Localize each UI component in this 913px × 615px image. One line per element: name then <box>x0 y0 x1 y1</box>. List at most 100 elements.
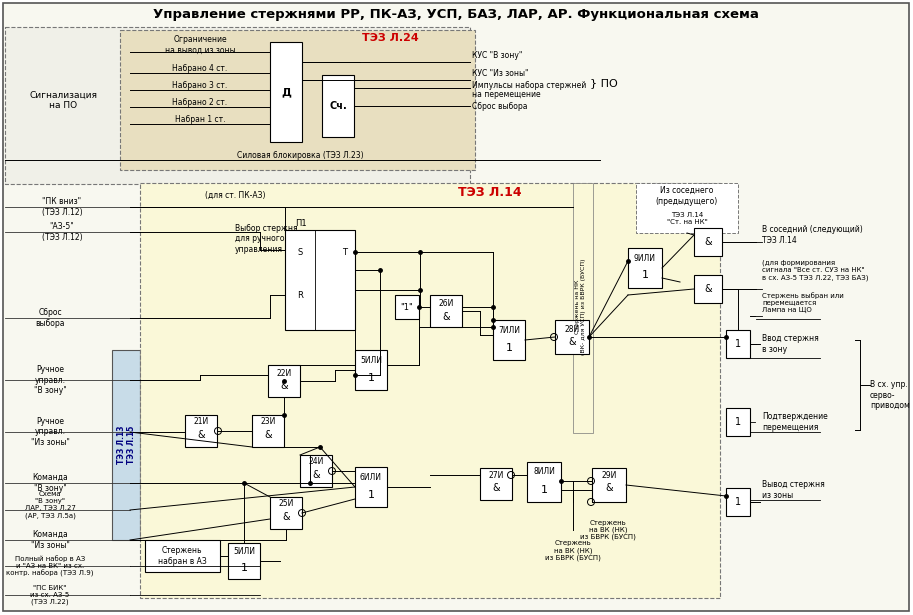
Bar <box>268 365 300 397</box>
Text: 21И: 21И <box>194 418 209 426</box>
Text: 1: 1 <box>735 339 741 349</box>
Bar <box>493 320 525 360</box>
Bar <box>592 468 626 502</box>
Text: В сх. упр.
серво-
приводом: В сх. упр. серво- приводом <box>870 380 910 410</box>
Text: 1: 1 <box>642 270 648 280</box>
Text: Сигнализация
на ПО: Сигнализация на ПО <box>29 90 97 109</box>
Bar <box>145 540 220 572</box>
Text: &: & <box>492 483 499 493</box>
Text: Сч.: Сч. <box>329 101 347 111</box>
Text: Стержень выбран или
перемещается
Лампа на ЩО: Стержень выбран или перемещается Лампа н… <box>762 293 844 314</box>
Text: Ручное
управл.
"Из зоны": Ручное управл. "Из зоны" <box>30 417 69 447</box>
Text: Ручное
управл.
"В зону": Ручное управл. "В зону" <box>34 365 67 395</box>
Bar <box>480 468 512 500</box>
Text: 5ИЛИ: 5ИЛИ <box>233 547 255 557</box>
Bar <box>628 248 662 288</box>
Text: Стержень
на ВК (НК)
из БВРК (БУСП): Стержень на ВК (НК) из БВРК (БУСП) <box>545 540 601 561</box>
Text: ТЭЗ Л.14
"Ст. на НК": ТЭЗ Л.14 "Ст. на НК" <box>666 212 708 224</box>
Bar <box>726 330 750 358</box>
Text: &: & <box>568 337 576 347</box>
Text: Набрано 3 ст.: Набрано 3 ст. <box>173 81 227 90</box>
Text: П1: П1 <box>295 218 307 228</box>
Text: 9ИЛИ: 9ИЛИ <box>634 253 656 263</box>
Text: Набран 1 ст.: Набран 1 ст. <box>174 114 226 124</box>
Bar <box>395 295 419 319</box>
Text: 26И: 26И <box>438 298 454 308</box>
Text: Ограничение
на вывод из зоны: Ограничение на вывод из зоны <box>164 35 236 55</box>
Text: 1: 1 <box>368 490 374 500</box>
Text: ТЭЗ Л.24: ТЭЗ Л.24 <box>362 33 418 43</box>
Text: "1": "1" <box>401 303 414 312</box>
Text: ТЭЗ Л.13: ТЭЗ Л.13 <box>117 426 125 464</box>
Text: T: T <box>342 247 348 256</box>
Text: Стержень на НК: Стержень на НК <box>575 280 581 334</box>
Text: 8ИЛИ: 8ИЛИ <box>533 467 555 477</box>
Text: 27И: 27И <box>488 472 504 480</box>
Text: Импульсы набора стержней: Импульсы набора стержней <box>472 81 586 90</box>
Text: "ПС БИК"
из сх. АЗ-5
(ТЭЗ Л.22): "ПС БИК" из сх. АЗ-5 (ТЭЗ Л.22) <box>30 585 69 605</box>
Bar <box>573 183 593 433</box>
Bar <box>112 350 140 540</box>
Bar <box>694 228 722 256</box>
Text: 1: 1 <box>240 563 247 573</box>
Bar <box>285 230 355 330</box>
Text: &: & <box>197 430 205 440</box>
Text: Выбор стержня
для ручного
управления: Выбор стержня для ручного управления <box>235 224 298 254</box>
Text: Из соседнего
(предыдущего): Из соседнего (предыдущего) <box>656 186 719 205</box>
Text: 22И: 22И <box>277 368 291 378</box>
Text: Команда
"В зону": Команда "В зону" <box>32 474 68 493</box>
Text: Управление стержнями РР, ПК-АЗ, УСП, БАЗ, ЛАР, АР. Функциональная схема: Управление стержнями РР, ПК-АЗ, УСП, БАЗ… <box>153 7 759 20</box>
Text: 1: 1 <box>506 343 512 353</box>
Text: Набрано 2 ст.: Набрано 2 ст. <box>173 98 227 106</box>
Text: Д: Д <box>281 87 291 97</box>
Text: Сброс выбора: Сброс выбора <box>472 101 528 111</box>
Text: (ВК- для УСП) из БВРК (БУСП): (ВК- для УСП) из БВРК (БУСП) <box>582 259 586 355</box>
Bar <box>228 543 260 579</box>
Text: 5ИЛИ: 5ИЛИ <box>360 355 382 365</box>
Text: В соседний (следующий)
ТЭЗ Л.14: В соседний (следующий) ТЭЗ Л.14 <box>762 225 863 245</box>
Text: ТЭЗ Л.14: ТЭЗ Л.14 <box>458 186 522 199</box>
Text: Сброс
выбора: Сброс выбора <box>36 308 65 328</box>
Text: 24И: 24И <box>309 458 324 467</box>
Text: &: & <box>264 430 272 440</box>
Text: Полный набор в АЗ
и "АЗ на ВК" из сх.
контр. набора (ТЭЗ Л.9): Полный набор в АЗ и "АЗ на ВК" из сх. ко… <box>6 555 94 577</box>
Text: Вывод стержня
из зоны: Вывод стержня из зоны <box>762 480 824 500</box>
Bar <box>270 42 302 142</box>
Text: Стержень
на ВК (НК)
из БВРК (БУСП): Стержень на ВК (НК) из БВРК (БУСП) <box>580 520 636 541</box>
Text: R: R <box>297 290 303 300</box>
Text: "АЗ-5"
(ТЭЗ Л.12): "АЗ-5" (ТЭЗ Л.12) <box>42 222 82 242</box>
Text: } ПО: } ПО <box>590 78 618 88</box>
Text: 28И: 28И <box>564 325 580 333</box>
Text: Подтверждение
перемещения: Подтверждение перемещения <box>762 412 828 432</box>
Text: Схема
"В зону"
ЛАР, ТЭЗ Л.27
(АР, ТЭЗ Л.5а): Схема "В зону" ЛАР, ТЭЗ Л.27 (АР, ТЭЗ Л.… <box>25 491 76 518</box>
Bar <box>5 27 470 184</box>
Text: 23И: 23И <box>260 418 276 426</box>
Bar <box>355 350 387 390</box>
Bar <box>185 415 217 447</box>
Text: &: & <box>282 512 289 522</box>
Text: 1: 1 <box>735 497 741 507</box>
Bar <box>726 488 750 516</box>
Text: Силовая блокировка (ТЭЗ Л.23): Силовая блокировка (ТЭЗ Л.23) <box>236 151 363 159</box>
Text: &: & <box>704 237 712 247</box>
Text: Ввод стержня
в зону: Ввод стержня в зону <box>762 335 819 354</box>
Bar <box>322 75 354 137</box>
Text: "ПК вниз"
(ТЭЗ Л.12): "ПК вниз" (ТЭЗ Л.12) <box>42 197 82 216</box>
Text: (для ст. ПК-АЗ): (для ст. ПК-АЗ) <box>205 191 266 199</box>
Text: ТЭЗ Л.15: ТЭЗ Л.15 <box>127 426 135 464</box>
Text: &: & <box>704 284 712 294</box>
Text: 7ИЛИ: 7ИЛИ <box>498 325 520 335</box>
Bar <box>527 462 561 502</box>
Text: &: & <box>280 381 288 391</box>
Bar <box>355 467 387 507</box>
Text: 25И: 25И <box>278 499 294 509</box>
Text: 29И: 29И <box>602 472 616 480</box>
Bar <box>300 455 332 487</box>
Text: (для формирования
сигнала "Все ст. СУЗ на НК"
в сх. АЗ-5 ТЭЗ Л.22, ТЭЗ БАЗ): (для формирования сигнала "Все ст. СУЗ н… <box>762 260 868 280</box>
Text: 1: 1 <box>540 485 548 495</box>
Text: 1: 1 <box>735 417 741 427</box>
Text: &: & <box>605 483 613 493</box>
Bar <box>694 275 722 303</box>
Bar <box>555 320 589 354</box>
Text: Команда
"Из зоны": Команда "Из зоны" <box>30 530 69 550</box>
